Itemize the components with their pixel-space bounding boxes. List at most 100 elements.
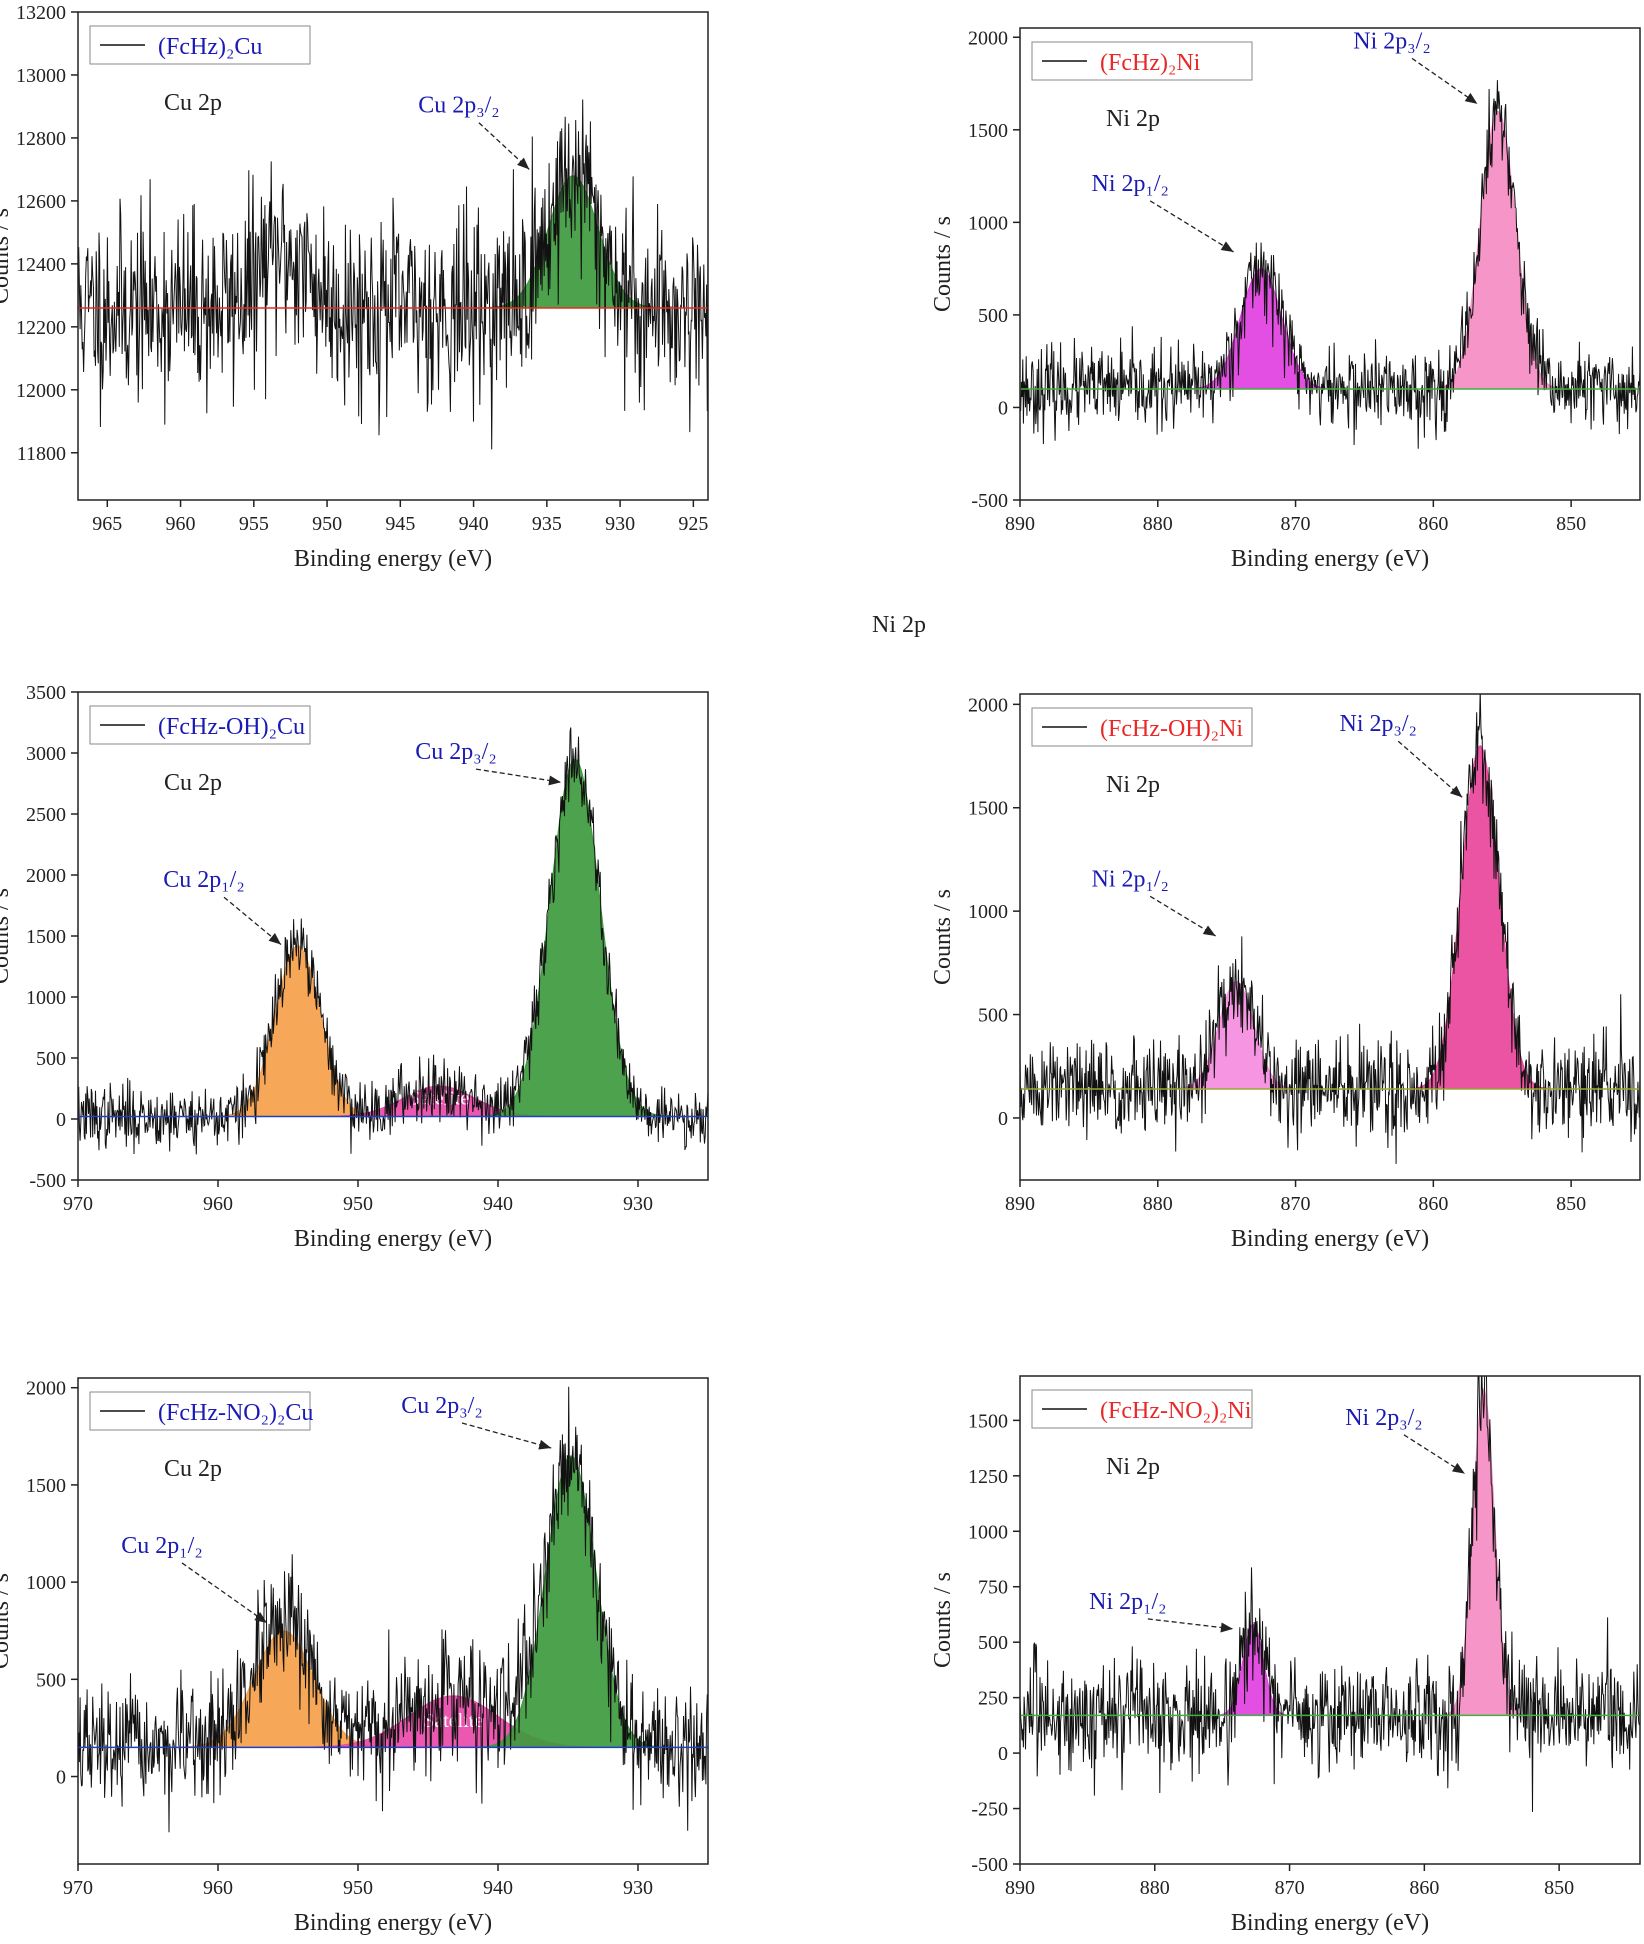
x-tick-label: 860 [1409, 1877, 1439, 1899]
annotation-arrow-line [1150, 201, 1233, 252]
x-tick-label: 870 [1281, 513, 1311, 535]
x-tick-label: 950 [343, 1877, 373, 1899]
panel-cu-c: Satelite970 960 950 940 9300500100015002000B… [0, 1378, 708, 1936]
x-axis-title: Binding energy (eV) [1231, 1910, 1429, 1936]
peak-annotation: Ni 2p₁/₂ [1092, 866, 1169, 892]
legend: (FcHz-NO₂)₂Cu [90, 1392, 313, 1430]
y-tick-label: 750 [978, 1577, 1008, 1599]
y-tick-label: 12600 [16, 191, 66, 213]
x-tick-label: 960 [166, 513, 196, 535]
y-tick-label: 1000 [26, 1572, 66, 1594]
x-tick-label: 860 [1418, 513, 1448, 535]
x-tick-label: 940 [483, 1877, 513, 1899]
y-tick-label: 500 [36, 1669, 66, 1691]
legend-label: (FcHz-OH)₂Ni [1100, 716, 1243, 742]
x-tick-label: 935 [532, 513, 562, 535]
y-tick-label: 1500 [26, 926, 66, 948]
y-tick-label: 12200 [16, 317, 66, 339]
y-tick-label: 1000 [968, 1521, 1008, 1543]
annotation-arrow-line [476, 769, 561, 782]
y-tick-label: 1000 [968, 212, 1008, 234]
peak-fill-1 [1445, 1389, 1522, 1715]
y-axis-title: Counts / s [0, 208, 14, 304]
peak-annotation: Cu 2p₁/₂ [163, 867, 244, 893]
annotation-arrow-head [1221, 241, 1234, 252]
y-tick-label: 0 [56, 1767, 66, 1789]
annotation-arrow-head [517, 158, 529, 170]
y-axis-title: Counts / s [930, 1572, 956, 1668]
annotation-arrow-line [182, 1563, 267, 1623]
x-tick-label: 930 [623, 1877, 653, 1899]
x-tick-label: 970 [63, 1877, 93, 1899]
annotation-arrow-line [1148, 1619, 1233, 1629]
legend: (FcHz)₂Ni [1032, 42, 1252, 80]
y-tick-label: -250 [971, 1799, 1008, 1821]
x-axis-title: Binding energy (eV) [294, 1910, 492, 1936]
annotation-arrow-head [1452, 1463, 1465, 1474]
x-tick-label: 945 [385, 513, 415, 535]
y-tick-label: 3000 [26, 743, 66, 765]
x-tick-label: 860 [1418, 1193, 1448, 1215]
legend: (FcHz)₂Cu [90, 26, 310, 64]
y-tick-label: 13000 [16, 65, 66, 87]
peak-annotation: Ni 2p₁/₂ [1089, 1589, 1166, 1615]
legend-label: (FcHz)₂Ni [1100, 50, 1201, 76]
legend-label: (FcHz-OH)₂Cu [158, 714, 305, 740]
annotation-arrow-head [548, 776, 561, 786]
peak-annotation: Cu 2p₃/₂ [415, 739, 496, 765]
y-tick-label: 1250 [968, 1466, 1008, 1488]
y-tick-label: 2000 [26, 865, 66, 887]
y-tick-label: 1500 [968, 120, 1008, 142]
y-axis-title: Counts / s [930, 889, 956, 985]
annotation-arrow-line [462, 1423, 551, 1448]
y-tick-label: 500 [978, 1005, 1008, 1027]
peak-annotation: Cu 2p₃/₂ [401, 1393, 482, 1419]
plot-area [1020, 80, 1640, 449]
y-tick-label: 13200 [16, 2, 66, 24]
y-tick-label: -500 [971, 1854, 1008, 1876]
annotation-arrow-line [1398, 741, 1462, 797]
x-tick-label: 940 [459, 513, 489, 535]
xps-figure: 965 960 955 950 945 940 935 930 9251180012000122… [0, 0, 1644, 1944]
x-tick-label: 890 [1005, 1193, 1035, 1215]
x-tick-label: 940 [483, 1193, 513, 1215]
x-tick-label: 890 [1005, 1877, 1035, 1899]
x-tick-label: 955 [239, 513, 269, 535]
y-axis-title: Counts / s [0, 888, 14, 984]
x-tick-label: 870 [1275, 1877, 1305, 1899]
y-tick-label: 12400 [16, 254, 66, 276]
element-label: Ni 2p [1106, 772, 1160, 798]
peak-annotation: Ni 2p₃/₂ [1345, 1405, 1422, 1431]
panel-ni-c: 890 880 870 860 850 -500 -250 0 250 500 750 1000 125… [930, 1346, 1640, 1936]
y-tick-label: -500 [29, 1170, 66, 1192]
x-tick-label: 950 [343, 1193, 373, 1215]
peak-fill-2 [487, 759, 663, 1116]
spectrum-line [1020, 690, 1640, 1164]
spectrum-line [78, 1387, 708, 1833]
legend-label: (FcHz-NO₂)₂Cu [158, 1400, 313, 1426]
element-label: Cu 2p [164, 1456, 222, 1482]
x-axis-title: Binding energy (eV) [294, 546, 492, 572]
peak-annotation: Cu 2p₃/₂ [418, 93, 499, 119]
y-axis-title: Counts / s [930, 216, 956, 312]
spectrum-line [1020, 80, 1640, 449]
element-label: Cu 2p [164, 770, 222, 796]
x-tick-label: 925 [678, 513, 708, 535]
y-tick-label: 2500 [26, 804, 66, 826]
y-tick-label: 500 [978, 1632, 1008, 1654]
legend: (FcHz-OH)₂Cu [90, 706, 310, 744]
plot-frame [1020, 1376, 1640, 1864]
annotation-arrow-head [1220, 1623, 1232, 1633]
x-axis-title: Binding energy (eV) [1231, 546, 1429, 572]
y-tick-label: 0 [998, 1743, 1008, 1765]
y-tick-label: 2000 [26, 1378, 66, 1400]
legend-label: (FcHz-NO₂)₂Ni [1100, 1398, 1252, 1424]
x-tick-label: 850 [1556, 513, 1586, 535]
element-label: Ni 2p [1106, 1454, 1160, 1480]
peak-annotation: Ni 2p₁/₂ [1092, 171, 1169, 197]
element-label: Ni 2p [1106, 106, 1160, 132]
y-tick-label: 2000 [968, 694, 1008, 716]
y-tick-label: 2000 [968, 27, 1008, 49]
plot-area: Satelite [78, 1387, 708, 1833]
annotation-arrow-head [1450, 786, 1462, 798]
